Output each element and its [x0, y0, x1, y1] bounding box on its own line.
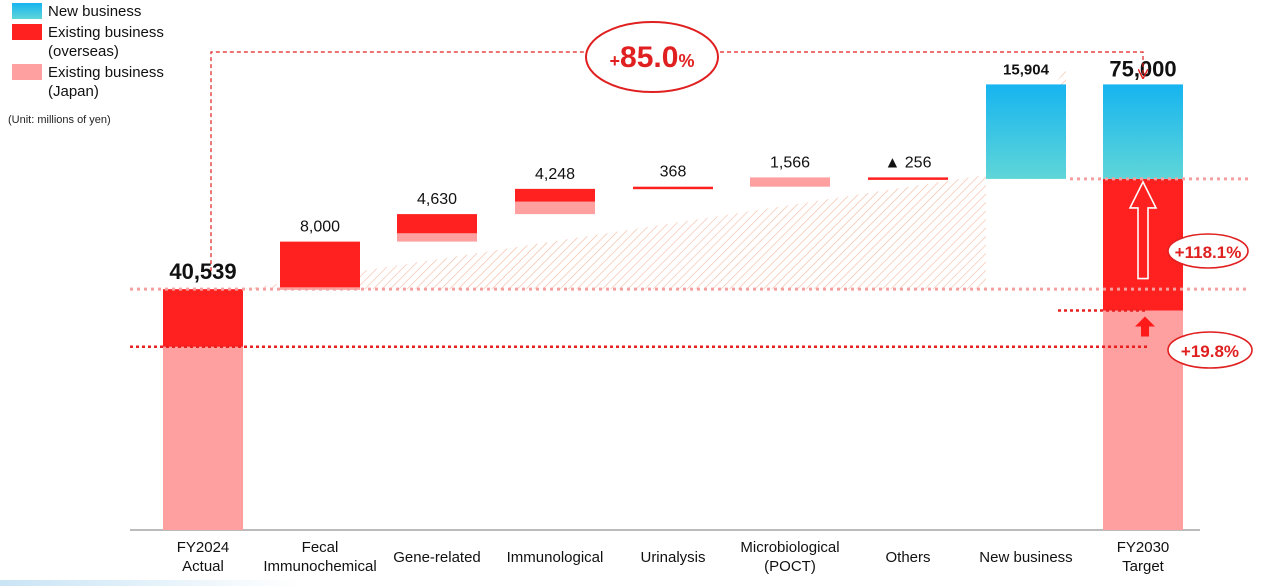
legend-item-new-business: New business [12, 2, 164, 21]
bottom-accent-bar [0, 580, 300, 586]
value-label-fecal-immunochemical: 8,000 [300, 219, 340, 236]
legend-label-new-business: New business [48, 3, 142, 20]
bar-fy2024-existing-business-japan [163, 346, 243, 530]
value-label-gene-related: 4,630 [417, 191, 457, 208]
bar-fy2030-new-business [1103, 84, 1183, 179]
category-label-urinalysis: Urinalysis [640, 549, 705, 566]
bar-group [130, 84, 1200, 531]
legend-swatch-new-business [12, 3, 42, 19]
hatch-wedge [243, 174, 986, 290]
legend-item-overseas: Existing business (overseas) [12, 23, 164, 61]
bar-immunological-existing-business-japan [515, 201, 595, 215]
total-growth-oval [585, 21, 719, 93]
category-label-immunological: Immunological [507, 549, 604, 566]
legend-item-japan: Existing business (Japan) [12, 63, 164, 101]
total-growth-label: +85.0% [610, 41, 695, 74]
value-label-microbiological-poct: 1,566 [770, 154, 810, 171]
value-label-urinalysis: 368 [660, 164, 687, 181]
growth-bracket-left [210, 51, 585, 272]
bar-immunological-existing-business-overseas [515, 188, 595, 202]
bar-microbiological-poct-existing-business-japan [750, 177, 830, 187]
category-label-fecal-immunochemical: Fecal Immunochemical [263, 539, 376, 575]
overseas-growth-label: +118.1% [1175, 243, 1242, 262]
category-label-new-business: New business [979, 549, 1072, 566]
japan-growth-arrow [1135, 316, 1155, 337]
value-label-others: ▲ 256 [885, 154, 932, 171]
bar-gene-related-existing-business-japan [397, 233, 477, 242]
japan-growth-label: +19.8% [1181, 342, 1239, 361]
value-label-fy2030: 75,000 [1109, 56, 1176, 81]
bar-urinalysis-existing-business-overseas [633, 186, 713, 190]
value-labels: 40,539 8,000 4,630 4,248 368 1,566 ▲ 256 15,904… [169, 56, 1176, 284]
bar-gene-related-existing-business-overseas [397, 214, 477, 234]
overseas-growth-arrow [1128, 180, 1158, 280]
category-label-microbiological-poct: Microbiological (POCT) [740, 539, 839, 575]
value-label-fy2024: 40,539 [169, 259, 236, 284]
unit-note: (Unit: millions of yen) [8, 114, 111, 126]
bar-others-existing-business-overseas [868, 177, 948, 180]
legend-label-japan: Existing business (Japan) [48, 64, 164, 100]
category-label-gene-related: Gene-related [393, 549, 481, 566]
category-label-fy2024-actual: FY2024 Actual [177, 539, 230, 575]
overseas-growth-oval [1167, 233, 1249, 269]
legend: New business Existing business (overseas… [12, 2, 164, 103]
bar-fecal-immunochemical-existing-business-overseas [280, 241, 360, 288]
growth-annotations: +85.0% +118.1% +19.8% [210, 21, 1253, 369]
category-label-fy2030-target: FY2030 Target [1117, 539, 1170, 575]
bar-fy2024-existing-business-overseas [163, 289, 243, 347]
reference-lines [130, 177, 1250, 349]
value-label-new-business: 15,904 [1003, 61, 1050, 78]
value-label-immunological: 4,248 [535, 166, 575, 183]
japan-growth-oval [1167, 331, 1253, 369]
bar-new-business-new-business [986, 84, 1066, 179]
legend-swatch-japan [12, 64, 42, 80]
category-label-others: Others [885, 549, 930, 566]
legend-label-overseas: Existing business (overseas) [48, 24, 164, 60]
legend-swatch-overseas [12, 24, 42, 40]
category-labels: FY2024 Actual Fecal Immunochemical Gene-rela… [177, 539, 1170, 575]
growth-bracket-right [720, 51, 1143, 74]
